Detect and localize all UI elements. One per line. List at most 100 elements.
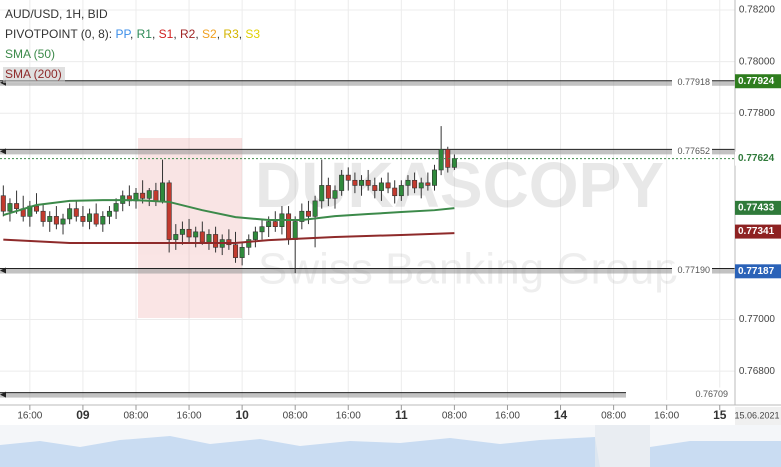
candle-body (73, 208, 79, 217)
x-tick-label: 08:00 (283, 411, 308, 422)
candle-body (93, 213, 99, 225)
watermark-logo (138, 138, 242, 318)
y-tick-label: 0.77000 (739, 314, 776, 325)
candle-body (345, 174, 351, 181)
legend-entry[interactable]: SMA (50) (5, 47, 55, 61)
candle-body (232, 244, 238, 258)
level-label-bg (672, 75, 712, 88)
candle-body (186, 228, 192, 238)
candle-body (40, 210, 46, 222)
candle-body (392, 187, 398, 197)
candle-body (252, 231, 258, 240)
candle-body (153, 190, 159, 202)
level-label: 0.76709 (695, 389, 728, 399)
watermark-text: DUKASCOPY (255, 149, 664, 221)
candle-body (352, 179, 358, 186)
candle-body (372, 185, 378, 191)
pivot-item[interactable]: S3 (242, 27, 260, 41)
legend-entry[interactable]: SMA (200) (5, 67, 62, 81)
legend: AUD/USD, 1H, BID PIVOTPOINT (0, 8): PP, R… (3, 7, 260, 83)
x-tick-label: 16:00 (336, 411, 361, 422)
level-band (0, 392, 626, 398)
pivot-item[interactable]: S1 (155, 27, 173, 41)
candle-body (0, 195, 6, 212)
candle-body (173, 234, 179, 240)
navigator-area (0, 436, 600, 467)
x-tick-label: 16:00 (17, 411, 42, 422)
navigator-window[interactable] (595, 425, 650, 467)
level-label: 0.77652 (677, 146, 710, 156)
level-arrow (0, 148, 6, 155)
price-label-box (735, 74, 781, 89)
level-label: 0.77190 (677, 265, 710, 275)
x-tick-label: 10 (235, 408, 249, 422)
level-band (0, 80, 735, 86)
candle-body (299, 210, 305, 222)
candle-body (365, 179, 371, 186)
price-label-box (735, 151, 781, 166)
date-box (735, 407, 781, 425)
candle-body (146, 190, 152, 199)
candle-body (312, 200, 318, 217)
grid (0, 0, 735, 400)
candle-body (106, 210, 112, 217)
candle-body (332, 190, 338, 199)
y-tick-label: 0.78000 (739, 56, 776, 67)
candle-body (325, 185, 331, 199)
candle-body (431, 169, 437, 186)
sma-line (3, 232, 455, 244)
level-band (0, 149, 735, 155)
candle-body (398, 185, 404, 197)
x-tick-label: 11 (395, 408, 408, 422)
candle-body (378, 182, 384, 191)
candle-body (113, 203, 119, 212)
candle-body (160, 182, 166, 202)
pivot-item[interactable]: S2 (199, 27, 217, 41)
candle-body (100, 216, 106, 225)
x-tick-label: 16:00 (654, 411, 679, 422)
price-label: 0.77624 (738, 153, 775, 164)
price-label-box (735, 200, 781, 215)
sma-line (3, 199, 455, 221)
x-tick-label: 14 (554, 408, 568, 422)
pivot-item[interactable]: PP (112, 27, 131, 41)
y-tick-label: 0.78200 (739, 5, 776, 16)
candle-body (286, 213, 292, 240)
x-tick-label: 08:00 (123, 411, 148, 422)
candle-body (259, 226, 265, 233)
pivot-item[interactable]: R2 (177, 27, 196, 41)
candle-body (179, 228, 185, 235)
candle-body (405, 179, 411, 186)
candle-body (199, 231, 205, 243)
pivot-item[interactable]: R1 (133, 27, 152, 41)
pivot-item[interactable]: R3 (220, 27, 239, 41)
candle-body (272, 221, 278, 227)
candle-body (14, 203, 20, 209)
candle-body (60, 218, 66, 225)
candle-body (418, 182, 424, 189)
level-arrow (0, 267, 6, 274)
candle-body (451, 158, 457, 168)
x-tick-label: 15 (713, 408, 727, 422)
candle-body (292, 221, 298, 240)
y-tick-label: 0.76800 (739, 366, 776, 377)
candle-body (246, 239, 252, 248)
candle-body (266, 221, 272, 227)
x-tick-label: 16:00 (495, 411, 520, 422)
price-label-box (735, 264, 781, 279)
candle-body (239, 247, 245, 258)
candle-body (67, 208, 73, 220)
candle-body (206, 234, 212, 243)
candle-body (412, 179, 418, 189)
candle-body (359, 179, 365, 186)
candle-body (7, 203, 13, 212)
candle-body (385, 182, 391, 189)
legend-title: AUD/USD, 1H, BID (5, 7, 108, 21)
candle-body (166, 182, 172, 240)
legend-bg (3, 67, 65, 83)
level-label-bg (672, 144, 712, 157)
candle-body (80, 216, 86, 222)
pivot-title: PIVOTPOINT (0, 8): PP, R1, S1, R2, S2, R… (5, 27, 260, 41)
